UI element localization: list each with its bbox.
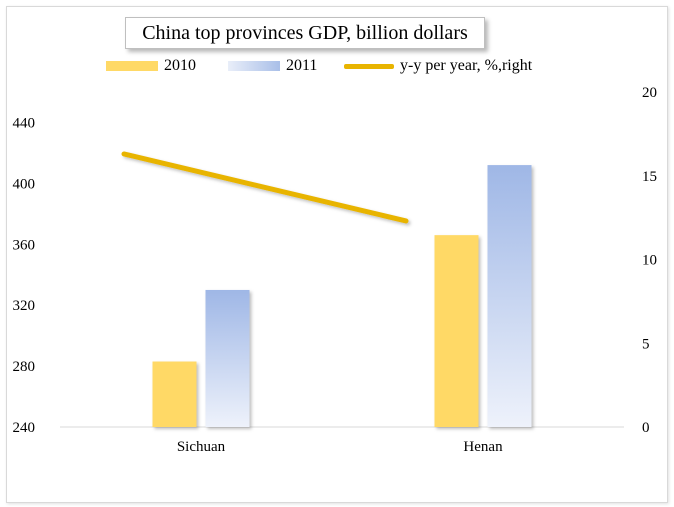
- y-left-tick-label: 400: [13, 176, 36, 192]
- legend-label-2011: 2011: [286, 57, 318, 74]
- y-right-tick-label: 10: [642, 253, 657, 269]
- bar-2011: [205, 289, 250, 427]
- series-line-yy: [121, 151, 409, 224]
- legend-item-yy: y-y per year, %,right: [344, 57, 532, 75]
- legend-item-2011: 2011: [228, 57, 317, 75]
- bar-2011: [487, 165, 532, 427]
- y-right-tick-label: 20: [642, 85, 657, 101]
- y-left-tick-label: 360: [13, 237, 36, 253]
- legend-swatch-2011: [228, 61, 280, 71]
- legend-label-yy: y-y per year, %,right: [400, 57, 533, 74]
- y-right-tick-label: 0: [642, 420, 650, 436]
- bar-2010: [434, 235, 479, 427]
- legend-swatch-2010: [106, 61, 158, 71]
- legend-item-2010: 2010: [106, 57, 196, 75]
- y-right-tick-label: 15: [642, 169, 657, 185]
- chart-title: China top provinces GDP, billion dollars: [125, 17, 485, 49]
- x-tick-label: Sichuan: [177, 439, 226, 455]
- legend: 2010 2011 y-y per year, %,right: [0, 57, 674, 77]
- legend-label-2010: 2010: [164, 57, 196, 74]
- y-right-tick-label: 5: [642, 336, 650, 352]
- y-left-tick-label: 440: [13, 115, 36, 131]
- x-tick-label: Henan: [463, 439, 503, 455]
- chart-frame: [6, 6, 668, 503]
- bar-2010: [152, 361, 197, 427]
- legend-swatch-yy: [344, 63, 394, 69]
- y-left-tick-label: 320: [13, 298, 36, 314]
- y-left-tick-label: 280: [13, 359, 36, 375]
- y-left-tick-label: 240: [13, 420, 36, 436]
